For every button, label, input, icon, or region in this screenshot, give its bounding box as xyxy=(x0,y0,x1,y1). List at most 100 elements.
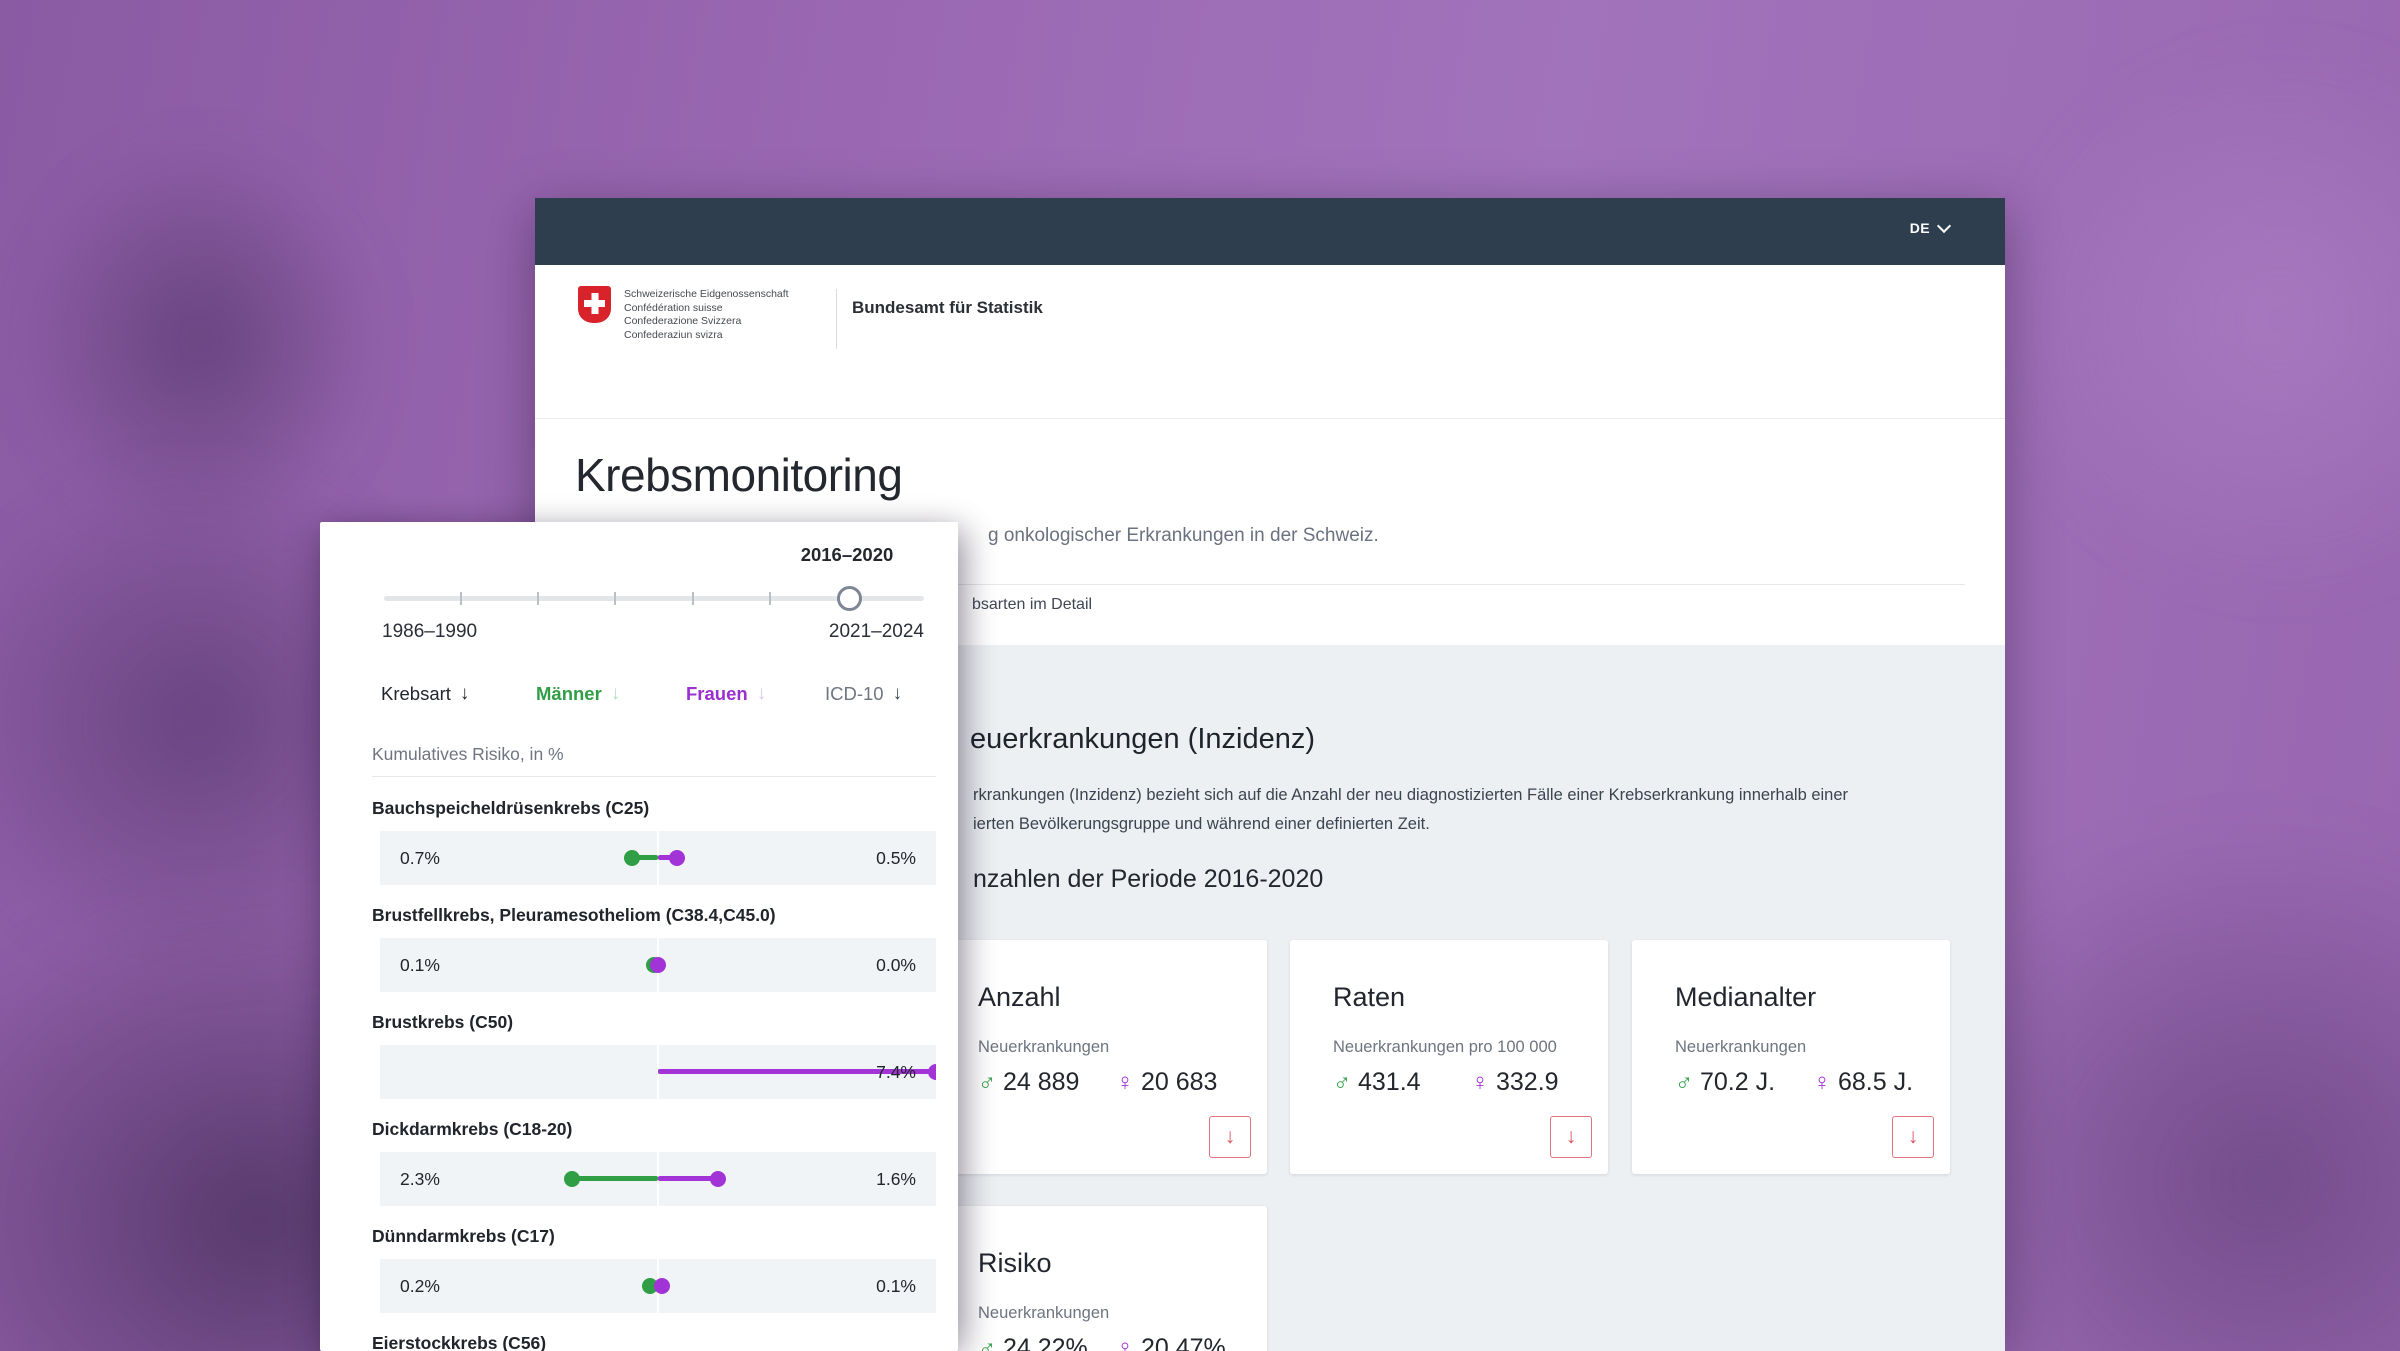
card-subtitle: Neuerkrankungen xyxy=(1675,1038,1807,1056)
male-icon: ♂ xyxy=(1675,1068,1693,1096)
sort-label: Frauen xyxy=(686,683,748,704)
male-dot-icon xyxy=(623,850,640,866)
download-button[interactable]: ↓ xyxy=(1892,1116,1934,1158)
male-value-label: 0.7% xyxy=(400,848,440,868)
sort-arrow-down-icon: ↓ xyxy=(892,683,903,704)
female-icon: ♀ xyxy=(1116,1334,1134,1351)
female-value-label: 0.5% xyxy=(876,848,916,868)
card-title: Anzahl xyxy=(978,982,1061,1012)
cancer-row-title: Dünndarmkrebs (C17) xyxy=(372,1226,555,1246)
top-bar: DE xyxy=(535,198,2005,265)
sky-highlight-shape xyxy=(2000,40,2400,600)
male-value: 70.2 J. xyxy=(1700,1068,1776,1096)
cancer-row: Dünndarmkrebs (C17) 0.2% 0.1% xyxy=(320,1226,958,1333)
masthead: Schweizerische Eidgenossenschaft Confédé… xyxy=(535,265,2005,419)
risk-band-chart: 0.1% 0.0% xyxy=(380,938,936,992)
card-title: Medianalter xyxy=(1675,982,1817,1012)
language-selector[interactable]: DE xyxy=(1910,218,1952,236)
slider-tick xyxy=(614,592,617,605)
slider-handle[interactable] xyxy=(836,586,862,611)
cancer-row-list: Bauchspeicheldrüsenkrebs (C25) 0.7% 0.5% Br… xyxy=(320,798,958,1351)
page-subtitle-fragment: g onkologischer Erkrankungen in der Schw… xyxy=(988,525,1379,546)
kpi-card-raten: Raten Neuerkrankungen pro 100 000 ♂ 431.4 ♀ 3… xyxy=(1290,940,1608,1174)
male-kpi: ♂ 24 889 xyxy=(978,1068,1079,1097)
section-heading-fragment: euerkrankungen (Inzidenz) xyxy=(970,723,1315,755)
sort-arrow-down-icon: ↓ xyxy=(459,683,470,704)
download-button[interactable]: ↓ xyxy=(1209,1116,1251,1158)
sort-icd-10-button[interactable]: ICD-10 ↓ xyxy=(825,683,902,705)
logo-divider xyxy=(836,289,837,349)
overlay-filter-card: 2016–2020 1986–1990 2021–2024 Krebsart ↓ M… xyxy=(320,522,958,1351)
male-icon: ♂ xyxy=(978,1068,996,1096)
cancer-row-title: Eierstockkrebs (C56) xyxy=(372,1333,547,1351)
risk-band-chart: 7.4% xyxy=(380,1045,936,1099)
slider-track[interactable] xyxy=(384,586,924,611)
card-subtitle: Neuerkrankungen xyxy=(978,1038,1110,1056)
male-value-label: 2.3% xyxy=(400,1169,440,1189)
risk-band-chart: 2.3% 1.6% xyxy=(380,1152,936,1206)
sort-m-nner-button[interactable]: Männer ↓ xyxy=(536,683,620,705)
male-line xyxy=(631,855,658,860)
tab-krebsarten-im-detail[interactable]: bsarten im Detail xyxy=(972,596,1093,613)
confederation-names: Schweizerische Eidgenossenschaft Confédé… xyxy=(624,288,789,342)
female-dot-icon xyxy=(668,850,685,866)
slider-max-label: 2021–2024 xyxy=(828,621,924,642)
confederation-name-fr: Confédération suisse xyxy=(624,301,723,314)
download-icon: ↓ xyxy=(1907,1125,1919,1148)
download-icon: ↓ xyxy=(1565,1125,1577,1148)
female-icon: ♀ xyxy=(1471,1068,1489,1096)
slider-tick xyxy=(537,592,540,605)
female-value: 20.47% xyxy=(1141,1334,1226,1351)
male-icon: ♂ xyxy=(978,1334,996,1351)
download-button[interactable]: ↓ xyxy=(1550,1116,1592,1158)
download-icon: ↓ xyxy=(1224,1125,1236,1148)
section-paragraph-line2: ierten Bevölkerungsgruppe und während ei… xyxy=(973,815,1430,833)
female-value: 332.9 xyxy=(1496,1068,1559,1096)
slider-tick xyxy=(691,592,694,605)
sort-krebsart-button[interactable]: Krebsart ↓ xyxy=(381,683,469,705)
female-value: 20 683 xyxy=(1141,1068,1218,1096)
cancer-row-title: Dickdarmkrebs (C18-20) xyxy=(372,1119,573,1139)
kpi-card-medianalter: Medianalter Neuerkrankungen ♂ 70.2 J. ♀ 68.5 … xyxy=(1632,940,1950,1174)
cancer-row-title: Brustfellkrebs, Pleuramesotheliom (C38.4… xyxy=(372,905,776,925)
male-kpi: ♂ 70.2 J. xyxy=(1675,1068,1775,1097)
female-dot-icon xyxy=(653,1278,670,1294)
card-title: Raten xyxy=(1333,982,1406,1012)
section-subheading-fragment: nzahlen der Periode 2016-2020 xyxy=(973,865,1324,893)
female-kpi: ♀ 68.5 J. xyxy=(1813,1068,1913,1097)
cancer-row: Eierstockkrebs (C56) xyxy=(320,1333,958,1351)
female-dot-icon xyxy=(710,1171,727,1187)
female-dot-icon xyxy=(928,1064,936,1080)
card-subtitle: Neuerkrankungen xyxy=(978,1304,1110,1322)
male-value: 24.22% xyxy=(1003,1334,1088,1351)
sort-label: ICD-10 xyxy=(825,683,884,704)
main-page: DE Schweizerische Eidgenossenschaft Conf… xyxy=(535,198,2005,1351)
axis-label: Kumulatives Risiko, in % xyxy=(372,744,564,764)
kpi-card-anzahl: Anzahl Neuerkrankungen ♂ 24 889 ♀ 20 683 ↓ xyxy=(935,940,1267,1174)
female-value-label: 7.4% xyxy=(876,1062,916,1082)
confederation-name-de: Schweizerische Eidgenossenschaft xyxy=(624,288,789,300)
cancer-row: Brustkrebs (C50) 7.4% xyxy=(320,1012,958,1119)
female-value-label: 1.6% xyxy=(876,1169,916,1189)
page-title: Krebsmonitoring xyxy=(575,449,903,501)
male-kpi: ♂ 24.22% xyxy=(978,1334,1088,1351)
female-value-label: 0.1% xyxy=(876,1276,916,1296)
sort-filter-row: Krebsart ↓ Männer ↓ Frauen ↓ ICD-10 ↓ xyxy=(381,683,941,713)
female-kpi: ♀ 332.9 xyxy=(1471,1068,1559,1097)
slider-tick xyxy=(460,592,463,605)
male-line xyxy=(571,1176,658,1181)
chevron-down-icon xyxy=(1936,218,1952,233)
female-line xyxy=(658,855,677,860)
cancer-row: Brustfellkrebs, Pleuramesotheliom (C38.4… xyxy=(320,905,958,1012)
sort-label: Männer xyxy=(536,683,602,704)
risk-band-chart: 0.2% 0.1% xyxy=(380,1259,936,1313)
sort-frauen-button[interactable]: Frauen ↓ xyxy=(686,683,766,705)
cancer-row-title: Brustkrebs (C50) xyxy=(372,1012,514,1032)
male-value: 24 889 xyxy=(1003,1068,1080,1096)
male-value-label: 0.1% xyxy=(400,955,440,975)
swiss-shield-icon xyxy=(578,286,611,323)
cancer-row: Bauchspeicheldrüsenkrebs (C25) 0.7% 0.5% xyxy=(320,798,958,905)
female-icon: ♀ xyxy=(1116,1068,1134,1096)
male-value: 431.4 xyxy=(1358,1068,1421,1096)
